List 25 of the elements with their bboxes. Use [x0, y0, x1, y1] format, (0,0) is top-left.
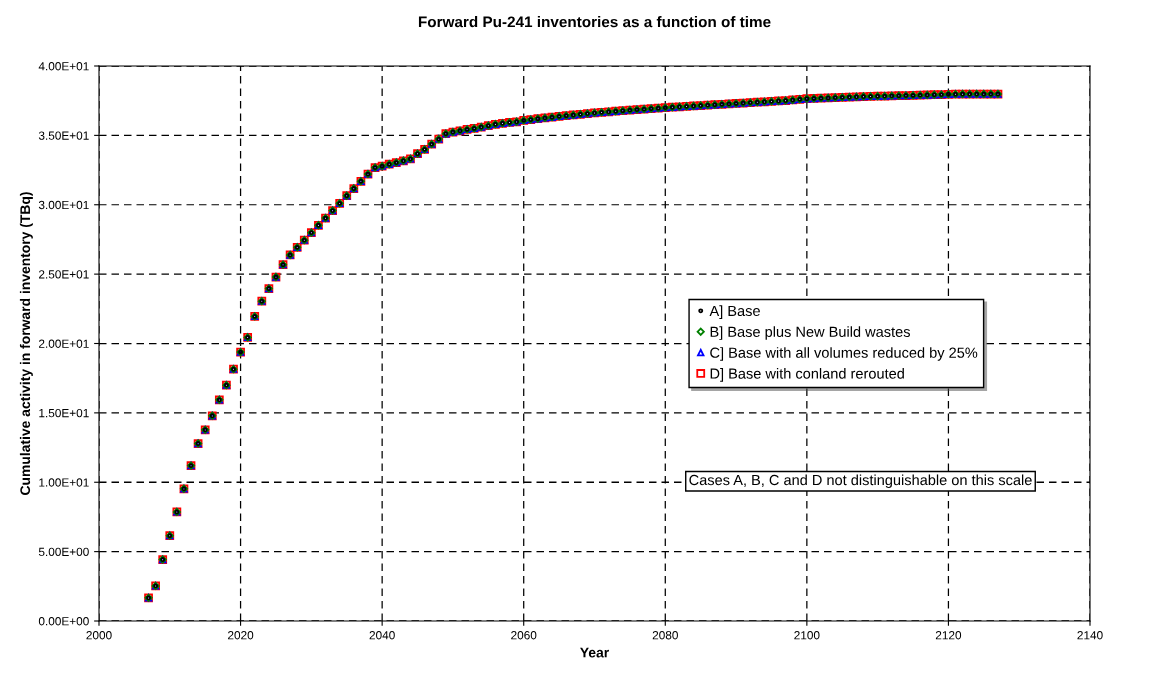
- x-tick-label: 2080: [652, 631, 678, 640]
- y-tick-label: 1.50E+01: [39, 408, 89, 418]
- legend-label: B] Base plus New Build wastes: [710, 326, 910, 340]
- x-tick-label: 2120: [935, 631, 962, 640]
- y-tick-label: 3.00E+01: [38, 200, 89, 210]
- y-axis-title: Cumulative activity in forward inventory (TBq): [19, 192, 33, 495]
- x-tick-label: 2100: [794, 631, 820, 640]
- y-tick-label: 3.50E+01: [38, 131, 89, 140]
- y-tick-label: 2.50E+01: [39, 270, 89, 279]
- x-tick-label: 2060: [511, 631, 537, 640]
- x-axis-title: Year: [580, 647, 609, 658]
- legend-label: A] Base: [709, 305, 760, 319]
- chart-title: Forward Pu-241 inventories as a function of time: [418, 16, 771, 28]
- y-tick-label: 0.00E+00: [38, 617, 89, 626]
- y-tick-label: 4.00E+01: [38, 62, 89, 71]
- x-tick-label: 2040: [369, 631, 395, 640]
- y-tick-label: 1.00E+01: [39, 478, 89, 487]
- y-tick-label: 5.00E+00: [38, 547, 89, 557]
- legend-label: C] Base with all volumes reduced by 25%: [710, 347, 978, 361]
- x-tick-label: 2020: [228, 631, 254, 640]
- y-tick-label: 2.00E+01: [39, 339, 89, 348]
- annotation: Cases A, B, C and D not distinguishable on this scale: [689, 474, 1032, 489]
- legend-label: D] Base with conland rerouted: [710, 368, 904, 382]
- x-tick-label: 2140: [1077, 631, 1103, 640]
- x-tick-label: 2000: [86, 631, 112, 640]
